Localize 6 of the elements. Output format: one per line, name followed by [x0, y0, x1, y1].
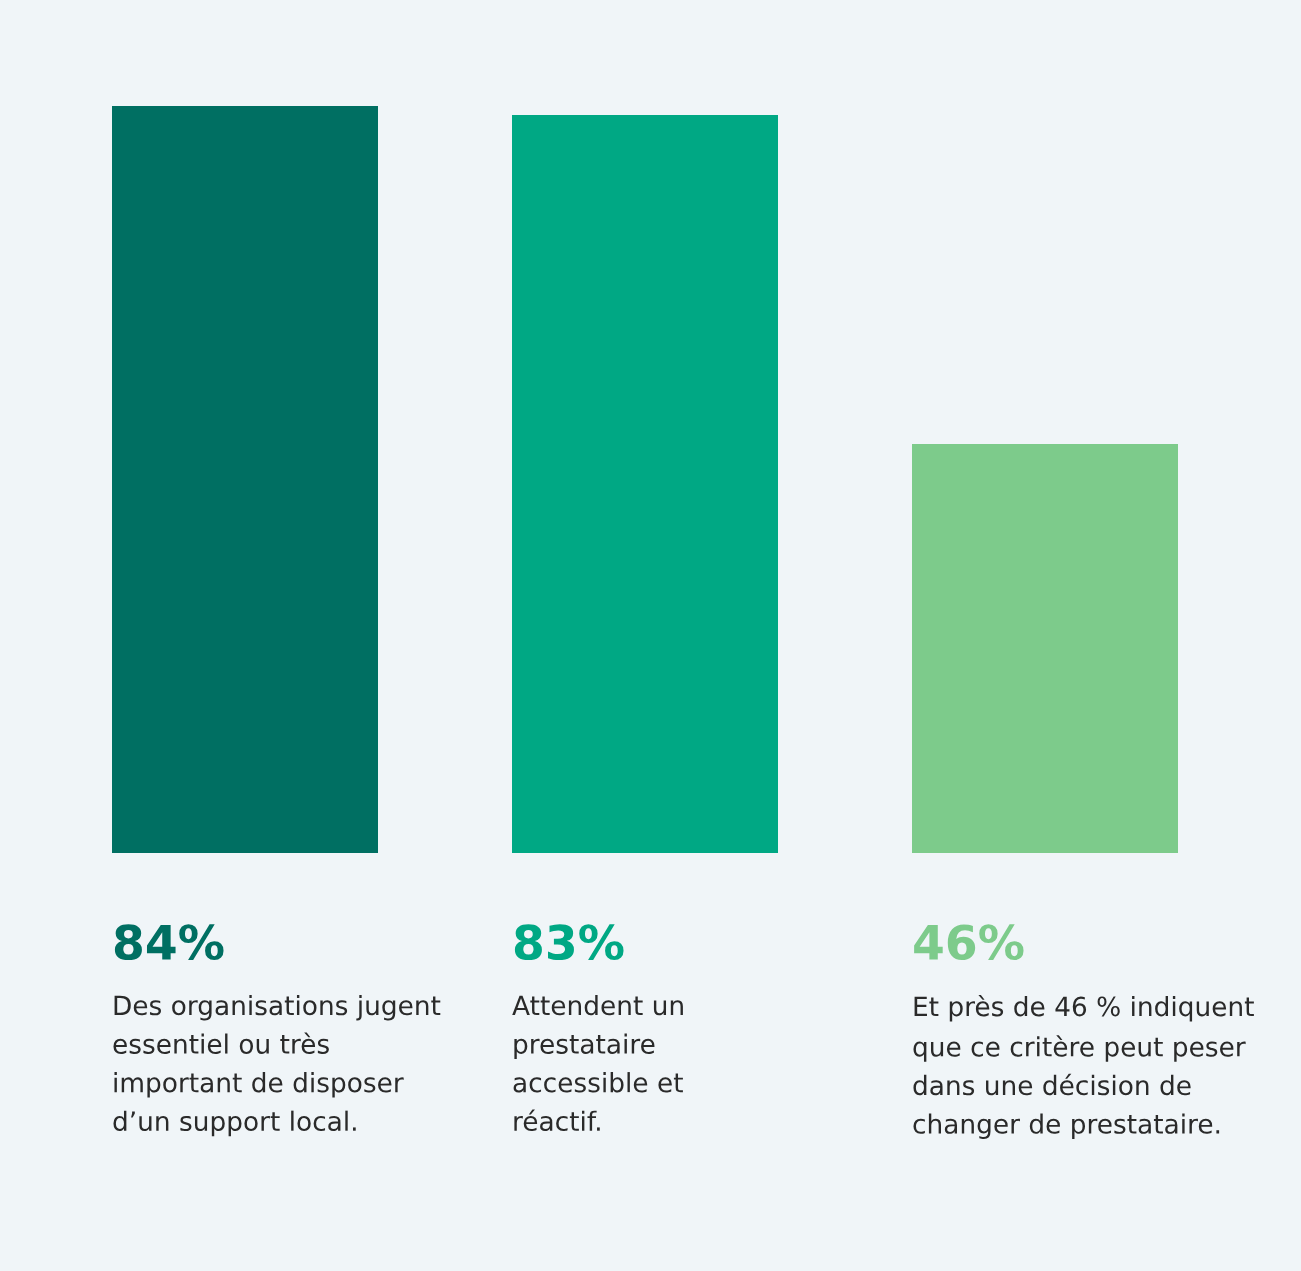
data-label: 83%: [514, 924, 624, 961]
x-tick-label: Des organisations jugent essentiel ou très important de disposer d’un support local.: [113, 994, 441, 1137]
x-tick-label: Attendent un prestataire accessible et réactif.: [512, 994, 683, 1132]
data-label: 84%: [114, 924, 224, 961]
x-tick-label: Et près de 46 % indiquent que ce critère peut peser dans une décision de changer de prestataire.: [913, 994, 1254, 1139]
data-label: 46%: [914, 924, 1024, 961]
